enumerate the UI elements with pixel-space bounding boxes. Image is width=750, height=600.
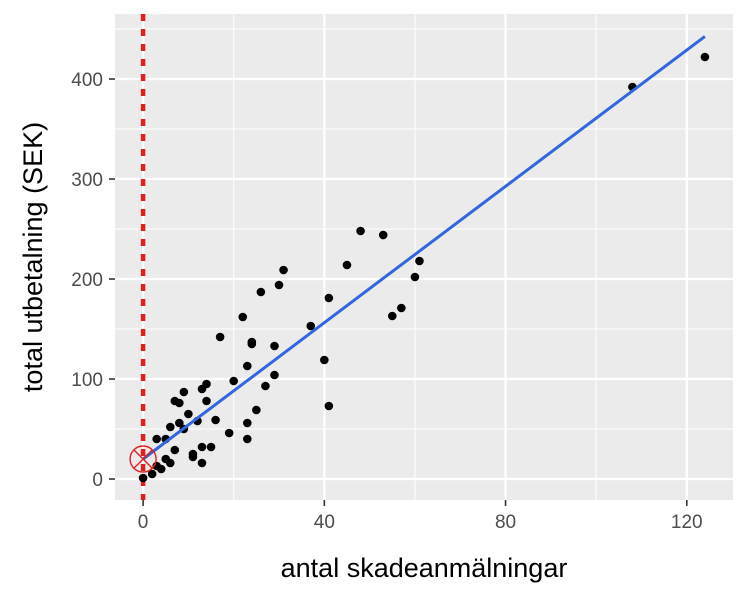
grid-minor: [115, 14, 733, 500]
intercept-marker-cross: [133, 449, 153, 469]
x-axis-ticks: 0 40 80 120: [138, 500, 703, 533]
data-point: [342, 260, 352, 270]
data-point: [242, 418, 252, 428]
y-axis-ticks: 0 100 200 300 400: [71, 70, 115, 491]
data-point: [175, 398, 184, 408]
regression-line: [142, 35, 706, 461]
data-point: [156, 464, 166, 474]
x-tick-label: 0: [138, 512, 149, 533]
y-tick-label: 100: [71, 370, 103, 391]
data-point: [387, 311, 397, 321]
y-tick-label: 300: [71, 170, 103, 191]
data-point: [170, 445, 180, 455]
data-point: [320, 355, 329, 365]
data-point: [378, 230, 388, 240]
data-point: [184, 409, 193, 419]
x-tick-label: 80: [495, 512, 516, 533]
data-point: [238, 312, 248, 322]
data-point: [274, 280, 284, 290]
data-point: [138, 473, 148, 483]
data-point: [700, 52, 710, 62]
panel-background: [115, 14, 733, 500]
data-point: [215, 332, 225, 342]
data-point: [410, 272, 420, 282]
data-point: [242, 434, 252, 444]
data-point: [188, 449, 198, 459]
data-point: [197, 442, 207, 452]
data-point: [224, 428, 234, 438]
data-point: [324, 293, 334, 303]
data-point: [211, 415, 220, 425]
data-point: [229, 376, 239, 386]
data-point: [356, 226, 365, 236]
data-point: [202, 379, 211, 389]
y-tick-label: 0: [92, 470, 103, 491]
data-point: [165, 422, 175, 432]
data-point: [397, 303, 406, 313]
regression-line-group: [142, 35, 706, 461]
grid-major: [115, 14, 733, 500]
data-point: [202, 396, 211, 406]
x-tick-label: 120: [671, 512, 703, 533]
data-point: [324, 401, 334, 411]
data-point: [165, 458, 175, 468]
data-point: [247, 337, 257, 347]
data-point: [242, 361, 252, 371]
intercept-marker-group: [129, 445, 157, 473]
data-point: [206, 442, 216, 452]
data-point: [261, 381, 270, 391]
intercept-marker-circle: [129, 445, 157, 473]
y-tick-label: 400: [71, 70, 103, 91]
data-point: [147, 469, 157, 479]
data-point: [252, 405, 261, 415]
data-point: [279, 265, 288, 275]
data-point: [415, 256, 424, 266]
data-point: [306, 321, 316, 331]
data-point: [270, 370, 279, 380]
data-point: [152, 434, 161, 444]
data-point: [197, 458, 207, 468]
data-points: [138, 52, 710, 483]
y-axis-title: total utbetalning (SEK): [18, 122, 48, 392]
x-axis-title: antal skadeanmälningar: [281, 553, 568, 583]
x-tick-label: 40: [314, 512, 335, 533]
data-point: [270, 341, 279, 351]
data-point: [256, 287, 266, 297]
y-tick-label: 200: [71, 270, 103, 291]
data-point: [179, 387, 189, 397]
data-point: [175, 418, 184, 428]
